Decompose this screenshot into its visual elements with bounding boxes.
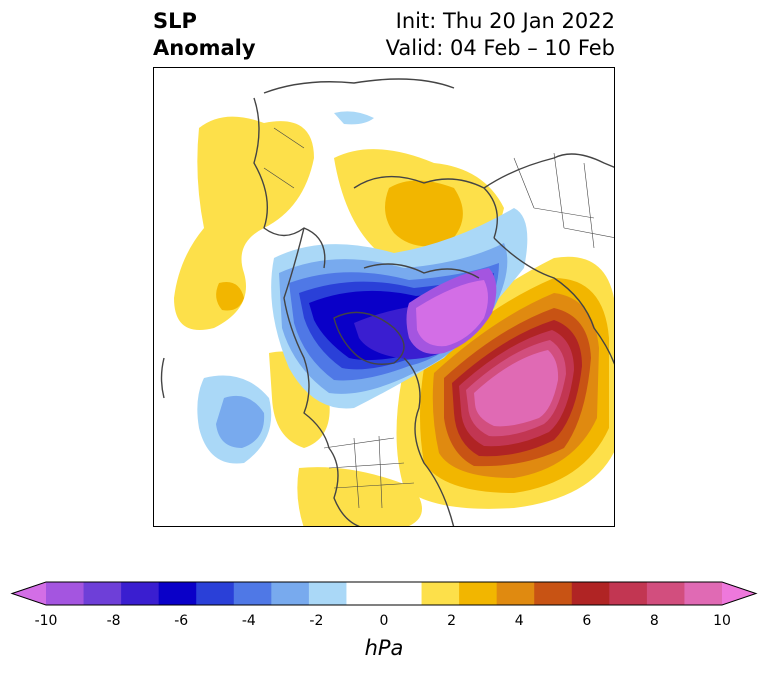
colorbar-cell bbox=[121, 582, 160, 605]
anomaly-contours bbox=[154, 111, 614, 526]
colorbar-cell bbox=[271, 582, 310, 605]
colorbar-cell bbox=[496, 582, 535, 605]
colorbar-cell bbox=[646, 582, 685, 605]
colorbar-tick-label: 0 bbox=[379, 613, 389, 629]
colorbar-cell bbox=[196, 582, 235, 605]
title-line-1: SLP bbox=[153, 9, 197, 33]
colorbar-arrow-max bbox=[722, 582, 756, 605]
colorbar-cell bbox=[459, 582, 498, 605]
colorbar-tick-label: 6 bbox=[582, 613, 592, 629]
colorbar-arrow-min bbox=[12, 582, 46, 605]
map-svg bbox=[154, 78, 614, 526]
title-line-2: Anomaly bbox=[153, 36, 256, 60]
colorbar-cell bbox=[421, 582, 460, 605]
colorbar-tick-label: -4 bbox=[241, 613, 256, 629]
anomaly-map bbox=[153, 67, 615, 527]
colorbar-tick-label: -10 bbox=[34, 613, 58, 629]
colorbar-cell bbox=[346, 582, 385, 605]
colorbar-outline bbox=[10, 581, 758, 606]
colorbar-tick-label: -2 bbox=[309, 613, 324, 629]
colorbar bbox=[10, 581, 758, 606]
colorbar-cell bbox=[571, 582, 610, 605]
colorbar-tick-label: 4 bbox=[514, 613, 524, 629]
colorbar-tick-label: 10 bbox=[713, 613, 731, 629]
colorbar-cell bbox=[684, 582, 723, 605]
colorbar-cells bbox=[12, 582, 756, 605]
colorbar-tick-label: 2 bbox=[447, 613, 457, 629]
map-date-info: Init: Thu 20 Jan 2022 Valid: 04 Feb – 10… bbox=[386, 8, 615, 62]
colorbar-cell bbox=[233, 582, 272, 605]
valid-range: Valid: 04 Feb – 10 Feb bbox=[385, 36, 615, 60]
colorbar-cell bbox=[609, 582, 648, 605]
coastlines bbox=[160, 78, 614, 526]
colorbar-cell bbox=[308, 582, 347, 605]
borders bbox=[263, 127, 614, 509]
colorbar-tick-label: -6 bbox=[174, 613, 189, 629]
map-title: SLP Anomaly bbox=[153, 8, 256, 62]
colorbar-unit-label: hPa bbox=[364, 636, 404, 660]
colorbar-cell bbox=[534, 582, 573, 605]
colorbar-tick-label: 8 bbox=[649, 613, 659, 629]
init-date: Init: Thu 20 Jan 2022 bbox=[395, 9, 615, 33]
colorbar-cell bbox=[83, 582, 122, 605]
colorbar-cell bbox=[158, 582, 197, 605]
colorbar-cell bbox=[384, 582, 423, 605]
colorbar-tick-label: -8 bbox=[106, 613, 121, 629]
colorbar-cell bbox=[46, 582, 85, 605]
